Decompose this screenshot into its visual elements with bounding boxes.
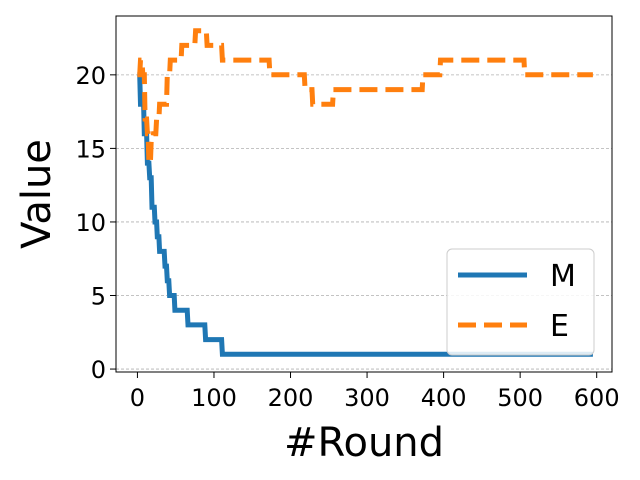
- plot-frame: [115, 15, 613, 373]
- y-axis-ticks: 0 5 10 15 20: [75, 62, 116, 384]
- legend: M E: [446, 248, 595, 356]
- x-tick-label: 400: [421, 384, 467, 412]
- x-tick-label: 200: [268, 384, 314, 412]
- x-axis-label: #Round: [284, 420, 444, 466]
- x-axis-ticks: 0 100 200 300 400 500 600: [130, 372, 620, 412]
- y-axis-label: Value: [14, 139, 60, 249]
- legend-label-e: E: [550, 309, 569, 344]
- y-tick-label: 0: [91, 356, 106, 384]
- legend-label-m: M: [550, 259, 576, 294]
- series-lines: [137, 28, 593, 357]
- y-tick-label: 15: [75, 135, 106, 163]
- x-tick-label: 300: [344, 384, 390, 412]
- x-tick-label: 600: [574, 384, 620, 412]
- y-tick-label: 10: [75, 209, 106, 237]
- grid-lines: [116, 74, 612, 370]
- y-tick-label: 5: [91, 283, 106, 311]
- x-tick-label: 100: [191, 384, 237, 412]
- y-tick-label: 20: [75, 62, 106, 90]
- series-line-m: [137, 72, 593, 357]
- series-line-e: [137, 28, 593, 166]
- x-tick-label: 0: [130, 384, 145, 412]
- x-tick-label: 500: [497, 384, 543, 412]
